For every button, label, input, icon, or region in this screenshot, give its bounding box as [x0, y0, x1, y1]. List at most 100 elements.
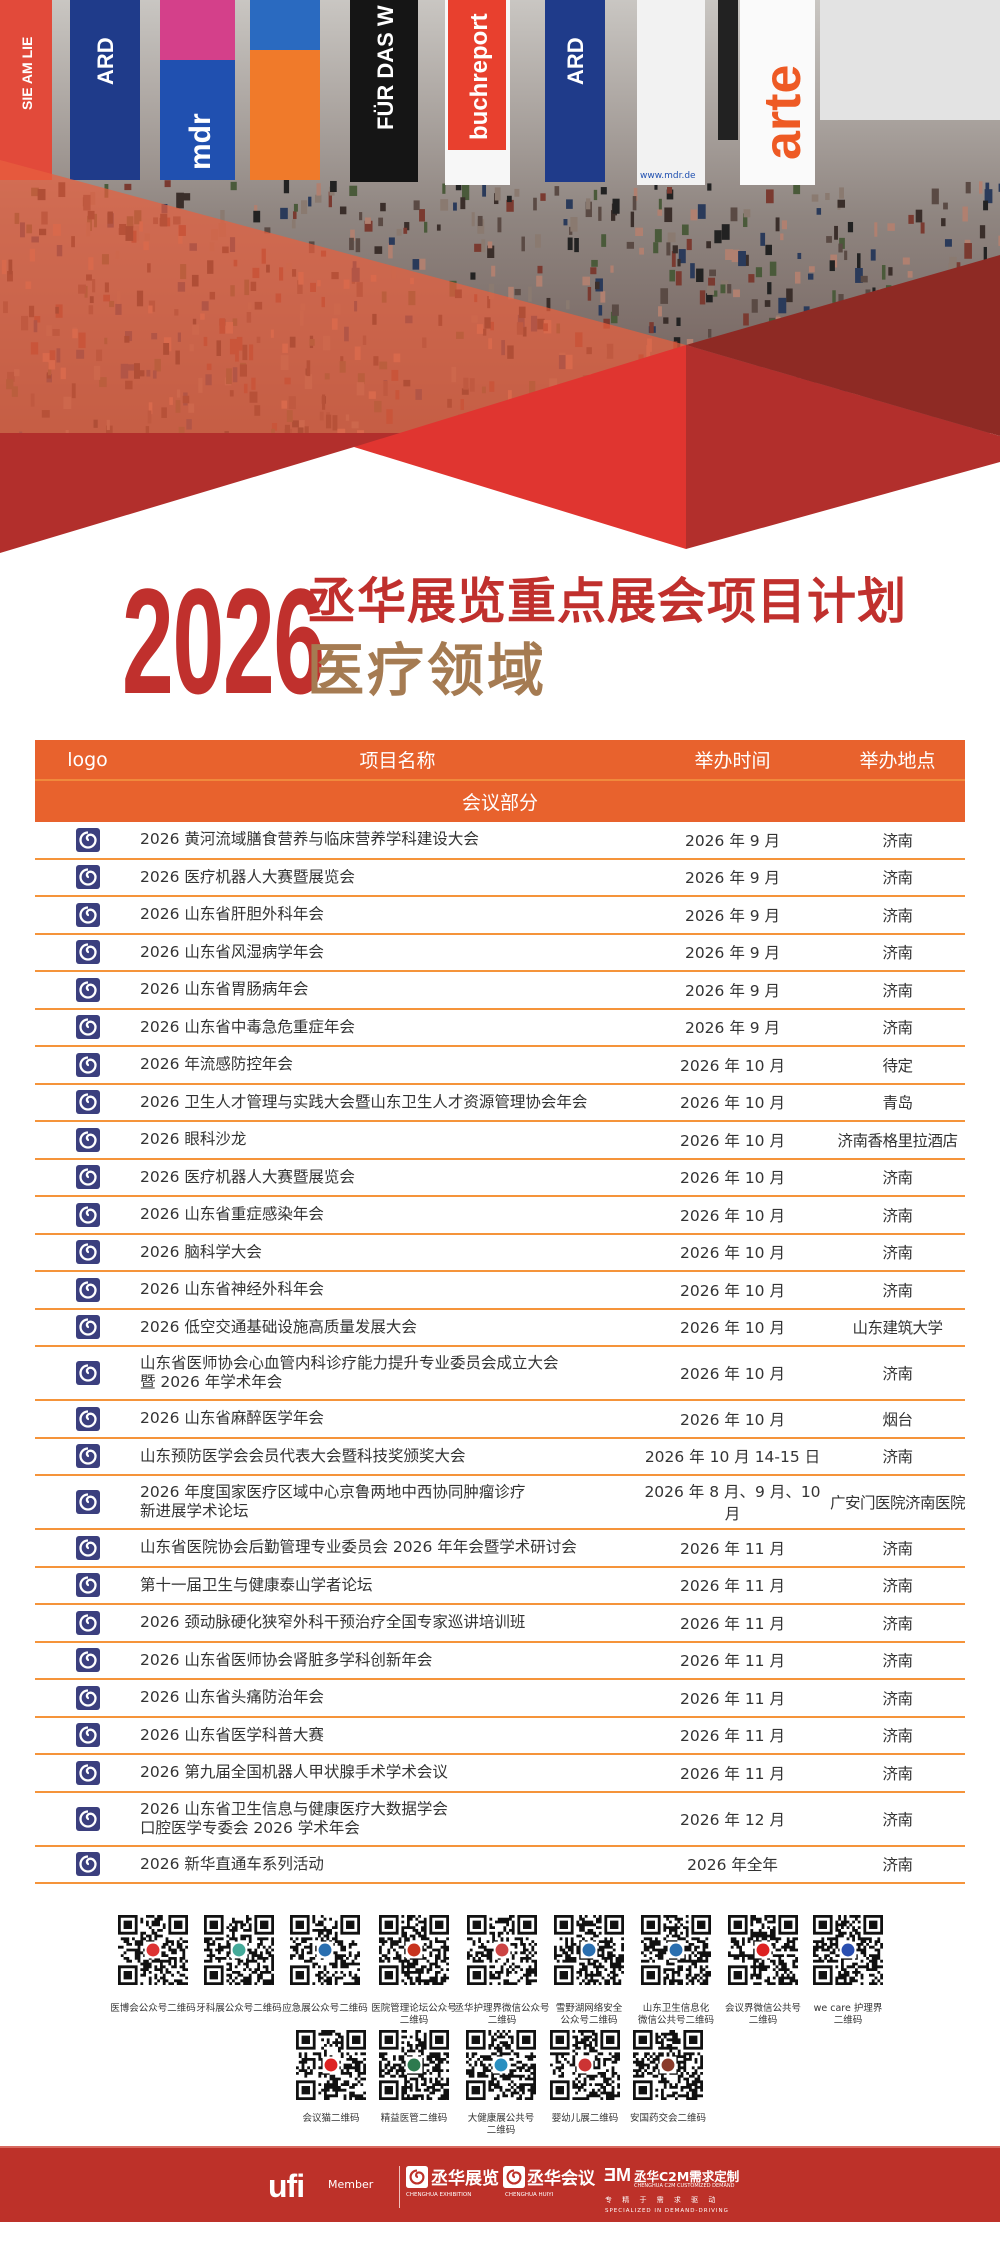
chenghua-huiyi-logo-icon [503, 2166, 525, 2188]
event-name: 2026 医疗机器人大赛暨展览会 [140, 1167, 355, 1186]
qr-center-logo-icon [146, 1943, 160, 1957]
qr-code [379, 2030, 449, 2100]
qr-code-image [467, 1915, 537, 1985]
table-row: 2026 年流感防控年会 2026 年 10 月 待定 [35, 1047, 965, 1085]
event-time: 2026 年 11 月 [680, 1652, 785, 1671]
spiral-logo-icon [75, 940, 100, 965]
row-logo [35, 1723, 140, 1748]
table-row: 2026 脑科学大会 2026 年 10 月 济南 [35, 1235, 965, 1272]
qr-center-logo-icon [661, 2058, 675, 2072]
event-place: 济南香格里拉酒店 [837, 1131, 958, 1150]
event-name: 2026 山东省风湿病学年会 [140, 942, 324, 961]
row-logo [35, 1535, 140, 1560]
footer-band: ufi Member 丞华展览 CHENGHUA EXHIBITION 丞华会议… [0, 2146, 1000, 2222]
qr-code-image [296, 2030, 366, 2100]
qr-center-logo-icon [495, 1943, 509, 1957]
row-logo [35, 1573, 140, 1598]
qr-code-label: 应急展公众号二维码 [282, 2003, 368, 2014]
spiral-logo-icon [75, 1202, 100, 1227]
tint-overlay [0, 160, 686, 433]
qr-code [204, 1915, 274, 1985]
event-time: 2026 年 11 月 [680, 1614, 785, 1633]
table-row: 2026 黄河流域膳食营养与临床营养学科建设大会 2026 年 9 月 济南 [35, 822, 965, 860]
qr-code-image [550, 2030, 620, 2100]
qr-code-label: 安国药交会二维码 [629, 2113, 706, 2124]
event-name: 2026 山东省卫生信息与健康医疗大数据学会 口腔医学专委会 2026 学术年会 [140, 1799, 448, 1837]
page-subtitle: 医疗领域 [307, 637, 547, 704]
event-time: 2026 年 11 月 [680, 1727, 785, 1746]
qr-center-logo-icon [494, 2058, 508, 2072]
ufi-logo: ufi [268, 2168, 305, 2204]
event-time: 2026 年 9 月 [684, 1019, 781, 1038]
qr-code [466, 2030, 536, 2100]
row-logo [35, 827, 140, 852]
brand-exhibition-en: CHENGHUA EXHIBITION [406, 2192, 472, 2198]
qr-center-logo-icon [324, 2058, 338, 2072]
qr-center-logo-icon [318, 1943, 332, 1957]
event-place: 济南 [882, 1614, 913, 1633]
event-time: 2026 年 9 月 [684, 944, 781, 963]
qr-center-logo-icon [232, 1943, 246, 1957]
spiral-logo-icon [75, 865, 100, 890]
event-place: 济南 [882, 1727, 913, 1746]
qr-code [550, 2030, 620, 2100]
brand-c2m: 丞华C2M需求定制 [634, 2169, 740, 2184]
event-name: 2026 第九届全国机器人甲状腺手术学术会议 [140, 1763, 448, 1782]
table-row: 2026 山东省重症感染年会 2026 年 10 月 济南 [35, 1197, 965, 1235]
hanging-banners: SIE AM LIE ARD mdr FÜR DAS W buchreport … [0, 0, 815, 185]
spiral-logo-icon [75, 1852, 100, 1877]
event-name: 山东省医院协会后勤管理专业委员会 2026 年年会暨学术研讨会 [140, 1538, 577, 1557]
row-logo [35, 1165, 140, 1190]
event-time: 2026 年 12 月 [680, 1810, 785, 1829]
row-logo [35, 1315, 140, 1340]
qr-code [554, 1915, 624, 1985]
qr-code [379, 1915, 449, 1985]
event-time: 2026 年 11 月 [680, 1689, 785, 1708]
event-time: 2026 年 10 月 [680, 1244, 785, 1263]
table-row: 2026 医疗机器人大赛暨展览会 2026 年 9 月 济南 [35, 860, 965, 897]
table-row: 山东预防医学会会员代表大会暨科技奖颁奖大会 2026 年 10 月 14-15 … [35, 1439, 965, 1476]
event-name: 2026 山东省医师协会肾脏多学科创新年会 [140, 1650, 433, 1669]
event-time: 2026 年 9 月 [684, 981, 781, 1000]
brand-huiyi: 丞华会议 [527, 2169, 595, 2189]
row-logo [35, 977, 140, 1002]
event-place: 济南 [882, 1856, 913, 1875]
table-row: 山东省医师协会心血管内科诊疗能力提升专业委员会成立大会 暨 2026 年学术年会… [35, 1347, 965, 1401]
row-logo [35, 1806, 140, 1831]
row-logo [35, 1648, 140, 1673]
banner-text: buchreport [466, 13, 493, 140]
table-row: 山东省医院协会后勤管理专业委员会 2026 年年会暨学术研讨会 2026 年 1… [35, 1530, 965, 1568]
event-place: 济南 [882, 944, 913, 963]
qr-code-image [554, 1915, 624, 1985]
c2m-logo-icon: ƎM [604, 2165, 631, 2185]
event-time: 2026 年 10 月 [680, 1365, 785, 1383]
event-place: 济南 [882, 1244, 913, 1263]
row-logo [35, 1406, 140, 1431]
spiral-logo-icon [75, 1573, 100, 1598]
event-name: 2026 山东省胃肠病年会 [140, 980, 309, 999]
ufi-member-label: Member [328, 2178, 374, 2191]
row-logo [35, 1444, 140, 1469]
spiral-logo-icon [75, 1648, 100, 1673]
qr-code [296, 2030, 366, 2100]
qr-code-image [290, 1915, 360, 1985]
red-shape-center [354, 345, 686, 549]
spiral-logo-icon [75, 1165, 100, 1190]
spiral-logo-icon [75, 1240, 100, 1265]
spiral-logo-icon [75, 1760, 100, 1785]
table-row: 2026 山东省头痛防治年会 2026 年 11 月 济南 [35, 1680, 965, 1718]
qr-center-logo-icon [756, 1943, 770, 1957]
qr-code-label: 医院管理论坛公众号 二维码 [371, 2003, 457, 2026]
event-name: 2026 山东省头痛防治年会 [140, 1688, 324, 1707]
row-logo [35, 1685, 140, 1710]
qr-code-image [118, 1915, 188, 1985]
banner-text: ARD [93, 37, 118, 85]
table-row: 2026 第九届全国机器人甲状腺手术学术会议 2026 年 11 月 济南 [35, 1755, 965, 1793]
event-time: 2026 年 10 月 [680, 1169, 785, 1188]
table-row: 2026 山东省医师协会肾脏多学科创新年会 2026 年 11 月 济南 [35, 1643, 965, 1680]
table-row: 2026 山东省风湿病学年会 2026 年 9 月 济南 [35, 935, 965, 972]
table-row: 2026 山东省医学科普大赛 2026 年 11 月 济南 [35, 1718, 965, 1755]
event-name: 山东预防医学会会员代表大会暨科技奖颁奖大会 [140, 1446, 466, 1465]
qr-code-image [466, 2030, 536, 2100]
qr-code-label: 大健康展公共号 二维码 [467, 2113, 535, 2136]
